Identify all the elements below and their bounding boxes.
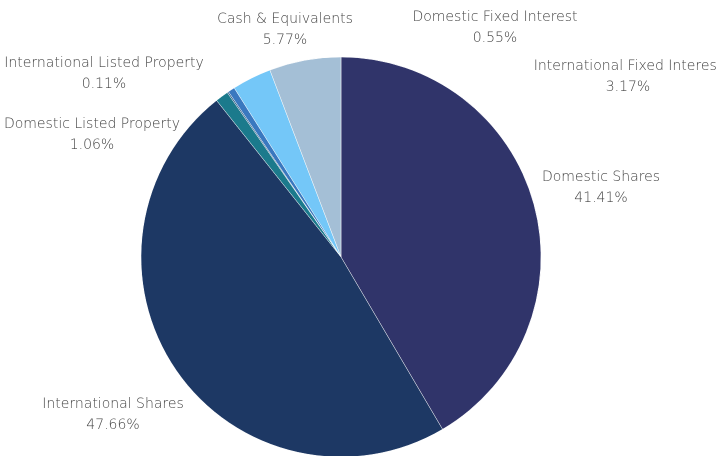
slice-value: 47.66% <box>86 417 139 433</box>
pie-slice <box>269 56 342 258</box>
slice-label: Domestic Listed Property <box>4 116 180 132</box>
slice-value: 41.41% <box>574 190 627 206</box>
slice-value: 3.17% <box>606 79 650 95</box>
slice-value: 1.06% <box>70 137 114 153</box>
slice-value: 0.11% <box>82 76 126 92</box>
slice-label: International Fixed Interest <box>534 58 717 74</box>
slice-label: Domestic Shares <box>542 169 660 185</box>
slice-label: Cash & Equivalents <box>217 11 353 27</box>
pie-slice <box>340 56 542 430</box>
slice-label: International Listed Property <box>4 55 203 71</box>
slice-value: 0.55% <box>473 30 517 46</box>
slice-label: Domestic Fixed Interest <box>412 9 577 25</box>
slice-label: International Shares <box>42 396 184 412</box>
slice-value: 5.77% <box>263 32 307 48</box>
